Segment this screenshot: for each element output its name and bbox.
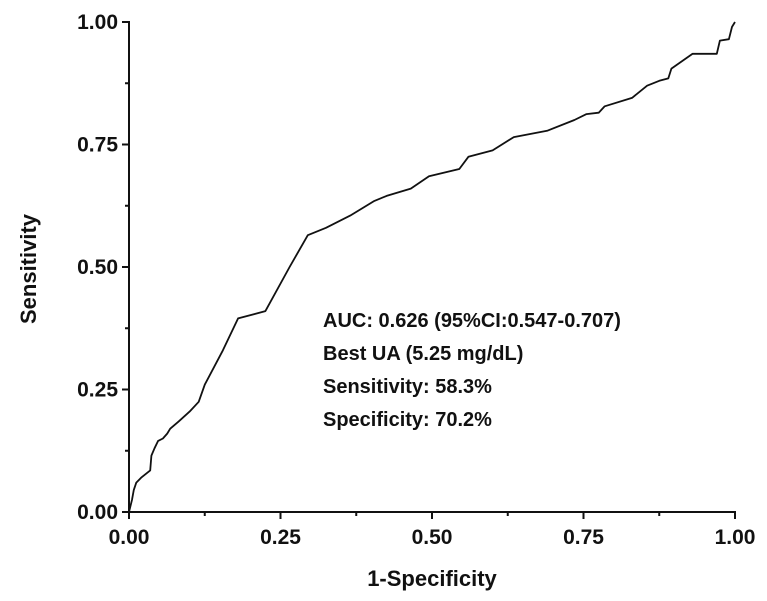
x-tick-label: 0.00 bbox=[109, 526, 150, 549]
annotation-specificity: Specificity: 70.2% bbox=[323, 409, 492, 431]
y-tick-label: 0.50 bbox=[77, 256, 118, 279]
axes bbox=[128, 21, 736, 513]
x-ticks: 0.00 0.25 0.50 0.75 1.00 bbox=[109, 512, 756, 549]
annotation-block: AUC: 0.626 (95%CI:0.547-0.707) Best UA (… bbox=[323, 310, 621, 431]
x-tick-label: 1.00 bbox=[715, 526, 756, 549]
annotation-auc: AUC: 0.626 (95%CI:0.547-0.707) bbox=[323, 310, 621, 332]
y-tick-label: 0.25 bbox=[77, 379, 118, 402]
series-layer bbox=[128, 21, 736, 513]
annotation-best-ua: Best UA (5.25 mg/dL) bbox=[323, 343, 523, 365]
y-ticks: 0.00 0.25 0.50 0.75 1.00 bbox=[77, 11, 129, 524]
y-tick-label: 0.00 bbox=[77, 501, 118, 524]
y-axis-title: Sensitivity bbox=[16, 213, 41, 324]
x-tick-label: 0.50 bbox=[412, 526, 453, 549]
x-tick-label: 0.25 bbox=[260, 526, 301, 549]
roc-curve-line bbox=[128, 21, 736, 513]
x-tick-label: 0.75 bbox=[563, 526, 604, 549]
x-axis-title: 1-Specificity bbox=[367, 566, 497, 591]
y-tick-label: 0.75 bbox=[77, 134, 118, 157]
y-tick-label: 1.00 bbox=[77, 11, 118, 34]
annotation-sensitivity: Sensitivity: 58.3% bbox=[323, 376, 492, 398]
